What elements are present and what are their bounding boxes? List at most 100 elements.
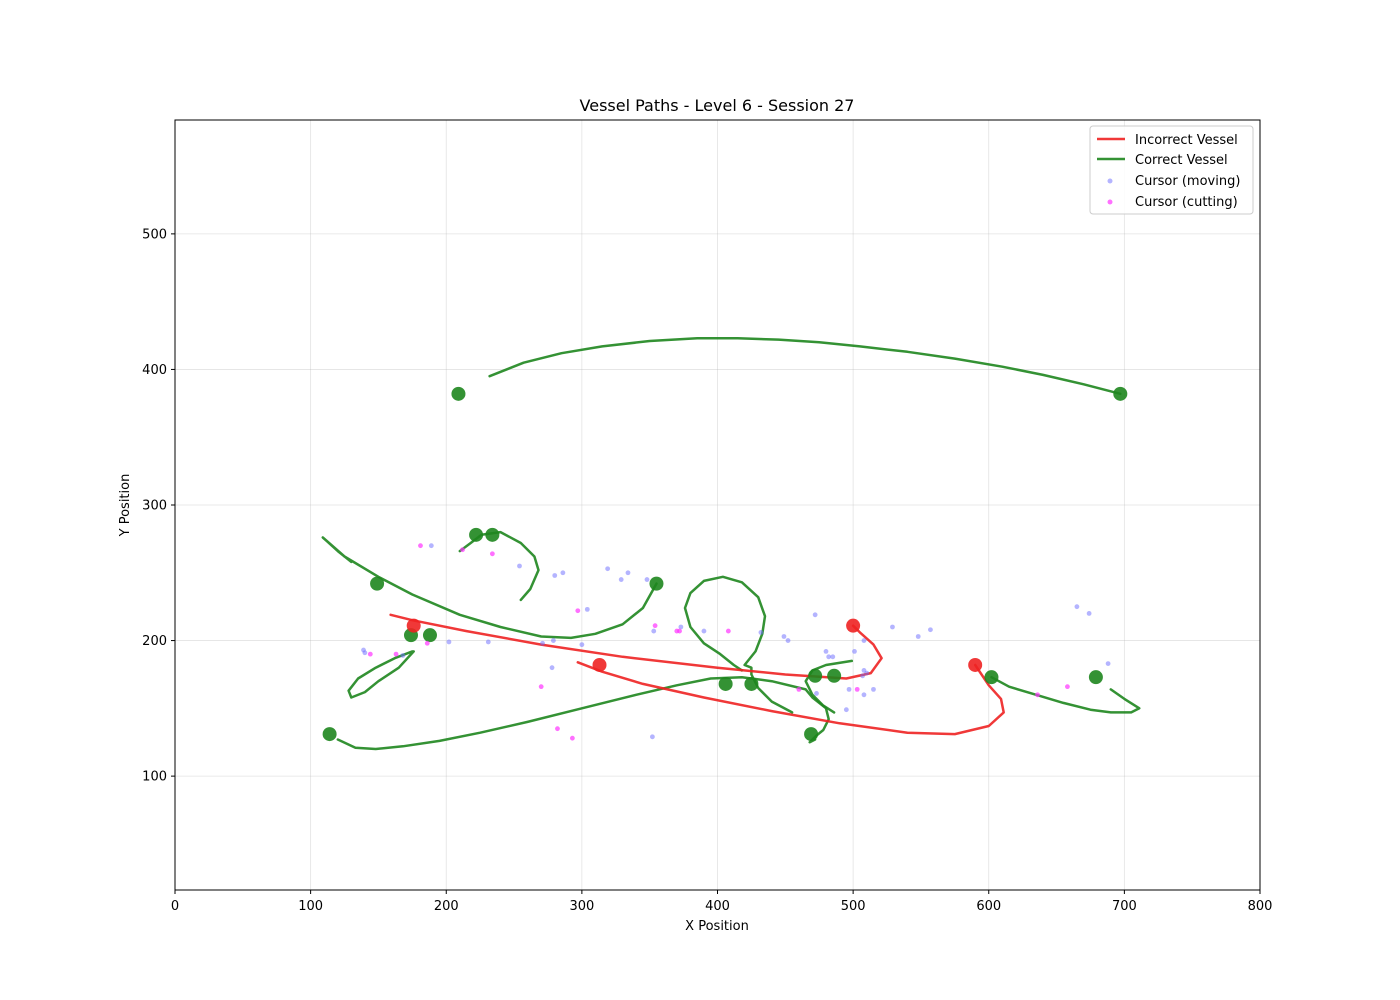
cursor-moving-point	[890, 624, 895, 630]
legend-cursor-moving-swatch	[1107, 178, 1113, 184]
incorrect-vessel-endpoint	[968, 657, 983, 672]
y-tick-label: 300	[142, 499, 167, 514]
cursor-cutting-point	[460, 547, 465, 553]
x-tick-label: 200	[434, 899, 459, 914]
cursor-moving-point	[651, 628, 657, 634]
cursor-cutting-point	[393, 651, 399, 657]
correct-vessel-endpoint	[322, 727, 337, 742]
cursor-moving-point	[701, 628, 707, 634]
correct-vessel-line	[321, 536, 658, 640]
cursor-moving-point	[428, 543, 434, 549]
cursor-moving-point	[843, 707, 849, 713]
incorrect-vessel-endpoint	[406, 618, 421, 633]
cursor-moving-point	[1074, 604, 1080, 610]
correct-vessel-endpoint	[469, 527, 484, 542]
cursor-cutting-point	[854, 686, 860, 692]
cursor-moving-point	[814, 691, 819, 696]
cursor-moving-point	[758, 630, 764, 635]
cursor-moving-point	[362, 650, 368, 656]
y-tick-label: 400	[142, 363, 167, 378]
cursor-moving-point	[1086, 611, 1092, 616]
correct-vessel-endpoint	[451, 386, 466, 401]
incorrect-vessel-line	[576, 661, 1005, 736]
y-tick-label: 200	[142, 634, 167, 649]
incorrect-vessel-line	[389, 613, 883, 680]
legend: Incorrect Vessel Correct Vessel Cursor (…	[1089, 125, 1254, 215]
cursor-cutting-point	[725, 628, 731, 634]
x-tick-label: 700	[1112, 899, 1137, 914]
cursor-moving-point	[860, 673, 866, 679]
x-tick-label: 400	[705, 899, 730, 914]
correct-vessel-line	[804, 659, 854, 714]
correct-vessel-endpoint	[370, 576, 385, 591]
cursor-moving-point	[861, 638, 867, 643]
correct-vessel-line	[683, 575, 794, 714]
correct-vessel-endpoint	[808, 668, 823, 683]
cursor-moving-point	[852, 649, 857, 654]
legend-incorrect-label: Incorrect Vessel	[1135, 133, 1238, 148]
cursor-cutting-point	[652, 623, 658, 629]
correct-vessel-endpoint	[984, 670, 999, 685]
cursor-moving-point	[871, 686, 876, 692]
correct-vessel-endpoint	[718, 676, 733, 691]
cursor-moving-point	[830, 654, 836, 660]
correct-vessel-endpoint	[804, 727, 819, 742]
x-tick-label: 0	[171, 899, 179, 914]
correct-vessel-endpoint	[827, 668, 842, 683]
cursor-moving-point	[618, 577, 624, 582]
correct-vessel-endpoint	[1113, 386, 1128, 401]
legend-cursor-cutting-label: Cursor (cutting)	[1135, 195, 1238, 210]
correct-vessel-line	[990, 675, 1141, 714]
legend-box	[1089, 125, 1254, 215]
cursor-moving-point	[823, 649, 829, 654]
x-tick-label: 800	[1248, 899, 1273, 914]
cursor-moving-point	[560, 570, 566, 576]
legend-correct-label: Correct Vessel	[1135, 153, 1228, 168]
cursor-moving-point	[1105, 661, 1111, 667]
cursor-moving-point	[785, 638, 791, 643]
correct-vessel-line	[347, 650, 415, 699]
correct-vessel-endpoint	[744, 676, 759, 691]
x-axis-label: X Position	[685, 919, 749, 934]
cursor-moving-point	[812, 612, 818, 618]
cursor-moving-point	[678, 624, 684, 630]
cursor-moving-point	[579, 642, 585, 648]
cursor-moving-point	[915, 634, 921, 639]
cursor-moving-point	[549, 665, 555, 671]
cursor-moving-point	[846, 686, 852, 692]
cursor-moving-point	[400, 653, 406, 658]
cursor-moving-point	[644, 577, 650, 582]
cursor-cutting-point	[677, 628, 682, 634]
plot-area	[321, 337, 1141, 751]
cursor-cutting-point	[1065, 684, 1070, 690]
cursor-cutting-point	[418, 543, 423, 549]
correct-vessel-endpoint	[649, 576, 664, 591]
x-tick-label: 300	[569, 899, 594, 914]
cursor-moving-point	[781, 634, 787, 639]
correct-vessel-endpoint	[422, 628, 437, 643]
cursor-cutting-point	[424, 640, 430, 646]
cursor-cutting-point	[538, 684, 544, 690]
cursor-moving-point	[861, 692, 867, 698]
y-axis-label: Y Position	[118, 474, 133, 538]
cursor-moving-point	[584, 606, 590, 612]
x-tick-label: 100	[298, 899, 323, 914]
cursor-moving-point	[552, 573, 558, 578]
cursor-moving-point	[550, 638, 556, 643]
cursor-cutting-point	[1035, 692, 1040, 698]
cursor-moving-point	[864, 670, 870, 676]
x-tick-label: 600	[976, 899, 1001, 914]
correct-vessel-line	[488, 337, 1122, 396]
cursor-moving-point	[485, 639, 491, 645]
correct-vessel-endpoint	[1088, 670, 1103, 685]
legend-cursor-moving-label: Cursor (moving)	[1135, 174, 1240, 189]
axis-ticks: 0 100 200 300 400 500 600 700 800 100 200 300 400 500	[142, 227, 1272, 914]
cursor-moving-point	[928, 627, 933, 633]
cursor-cutting-point	[367, 651, 373, 657]
cursor-cutting-point	[575, 608, 581, 614]
cursor-moving-point	[605, 566, 611, 572]
cursor-moving-point	[650, 734, 655, 740]
chart-title: Vessel Paths - Level 6 - Session 27	[580, 96, 855, 115]
cursor-cutting-point	[555, 726, 560, 732]
y-tick-label: 100	[142, 770, 167, 785]
